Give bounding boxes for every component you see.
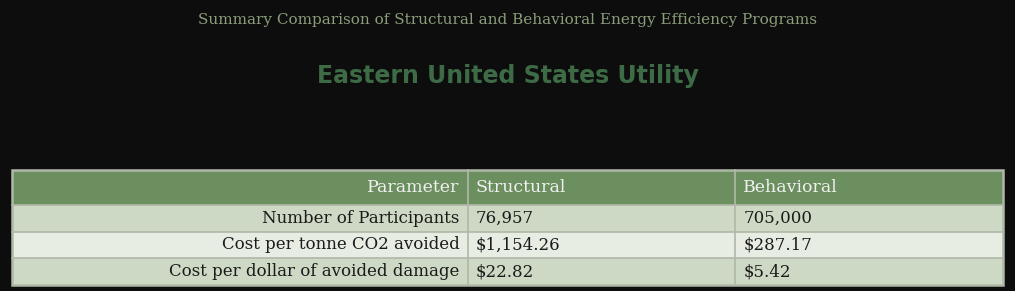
Text: Parameter: Parameter <box>367 179 460 196</box>
Text: Number of Participants: Number of Participants <box>263 210 460 227</box>
Text: $1,154.26: $1,154.26 <box>476 237 560 253</box>
Text: Behavioral: Behavioral <box>743 179 838 196</box>
Bar <box>12 170 1003 285</box>
Text: Eastern United States Utility: Eastern United States Utility <box>317 64 698 88</box>
Text: 705,000: 705,000 <box>743 210 812 227</box>
Text: Summary Comparison of Structural and Behavioral Energy Efficiency Programs: Summary Comparison of Structural and Beh… <box>198 13 817 27</box>
Text: 76,957: 76,957 <box>476 210 534 227</box>
Text: $5.42: $5.42 <box>743 263 791 280</box>
Text: $22.82: $22.82 <box>476 263 534 280</box>
Bar <box>12 258 1003 285</box>
Text: $287.17: $287.17 <box>743 237 812 253</box>
Bar <box>12 232 1003 258</box>
Text: Cost per tonne CO2 avoided: Cost per tonne CO2 avoided <box>222 237 460 253</box>
Bar <box>12 170 1003 205</box>
Text: Structural: Structural <box>476 179 566 196</box>
Text: Cost per dollar of avoided damage: Cost per dollar of avoided damage <box>170 263 460 280</box>
Bar <box>12 205 1003 232</box>
